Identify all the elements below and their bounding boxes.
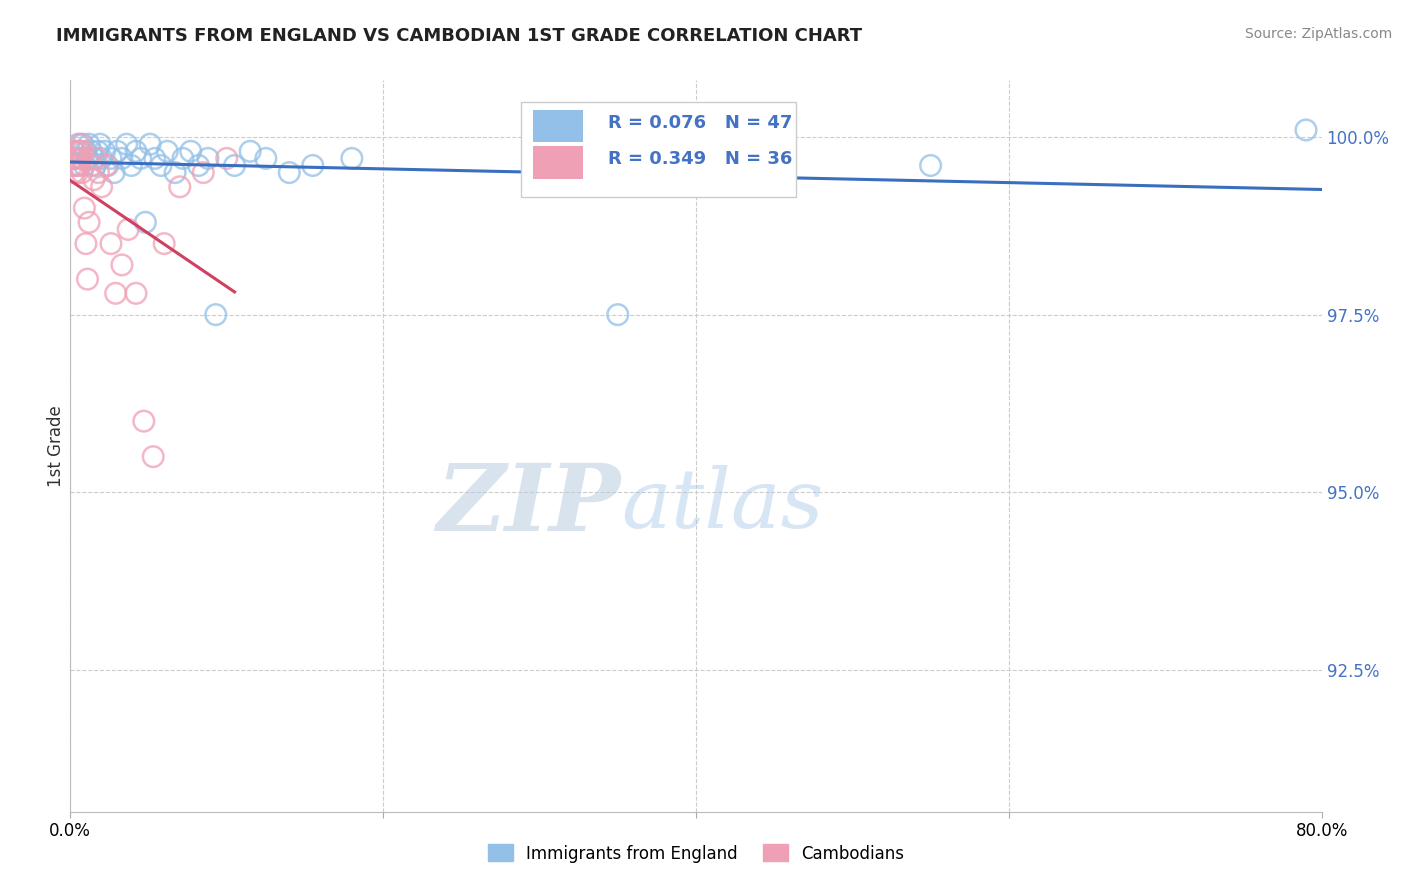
Point (84, 159, 107, 173)
Point (169, 179, 191, 194)
Point (150, 159, 173, 173)
Point (224, 159, 246, 173)
Text: R = 0.349   N = 36: R = 0.349 N = 36 (609, 150, 793, 169)
Point (340, 152, 363, 166)
Point (104, 286, 127, 301)
Point (215, 152, 238, 166)
Point (84, 152, 107, 166)
Point (63, 152, 86, 166)
Point (301, 159, 323, 173)
Text: Source: ZipAtlas.com: Source: ZipAtlas.com (1244, 27, 1392, 41)
Point (139, 137, 162, 152)
Point (73, 201, 96, 215)
Point (65, 145, 87, 159)
Text: R = 0.076   N = 47: R = 0.076 N = 47 (609, 113, 793, 132)
Point (278, 165, 301, 179)
Point (105, 145, 128, 159)
Point (70, 165, 93, 179)
Point (87, 165, 110, 179)
Point (117, 222, 139, 236)
Point (62, 152, 84, 166)
Point (80, 145, 103, 159)
Point (70, 152, 93, 166)
Point (76, 272, 98, 286)
Point (67, 137, 90, 152)
Point (132, 414, 155, 428)
Text: atlas: atlas (621, 465, 824, 544)
Point (72, 145, 94, 159)
FancyBboxPatch shape (533, 146, 583, 179)
Legend: Immigrants from England, Cambodians: Immigrants from England, Cambodians (481, 838, 911, 869)
Point (125, 286, 148, 301)
Point (69, 159, 91, 173)
Point (63, 145, 86, 159)
Point (111, 152, 134, 166)
Point (63, 145, 86, 159)
Point (204, 308, 226, 322)
Point (100, 236, 122, 251)
Point (67, 152, 90, 166)
Point (65, 159, 87, 173)
Point (197, 152, 219, 166)
Point (72, 137, 94, 152)
Point (93, 145, 115, 159)
Point (254, 152, 277, 166)
Point (180, 145, 202, 159)
Point (96, 159, 118, 173)
Point (66, 165, 89, 179)
Point (97, 159, 120, 173)
Point (920, 159, 942, 173)
Point (70, 152, 93, 166)
Point (115, 137, 138, 152)
Point (75, 145, 97, 159)
Point (62, 152, 84, 166)
Point (153, 236, 176, 251)
Point (111, 258, 134, 272)
Point (120, 159, 142, 173)
Point (239, 145, 262, 159)
Point (90, 179, 112, 194)
Point (129, 152, 152, 166)
Point (75, 236, 97, 251)
Point (142, 450, 165, 464)
Point (134, 215, 156, 229)
Point (103, 165, 125, 179)
Point (69, 137, 91, 152)
Point (606, 308, 628, 322)
Point (165, 165, 187, 179)
Y-axis label: 1st Grade: 1st Grade (48, 405, 66, 487)
Point (62, 165, 84, 179)
Point (83, 172, 105, 186)
Point (143, 152, 166, 166)
Point (156, 145, 179, 159)
Point (193, 165, 215, 179)
Point (73, 159, 96, 173)
Point (83, 152, 105, 166)
Point (76, 152, 98, 166)
Point (1295, 123, 1317, 137)
Point (65, 159, 87, 173)
FancyBboxPatch shape (533, 110, 583, 143)
Point (172, 152, 194, 166)
Point (77, 215, 100, 229)
Text: IMMIGRANTS FROM ENGLAND VS CAMBODIAN 1ST GRADE CORRELATION CHART: IMMIGRANTS FROM ENGLAND VS CAMBODIAN 1ST… (56, 27, 862, 45)
Point (125, 145, 148, 159)
Point (60, 159, 83, 173)
Point (77, 137, 100, 152)
Point (100, 152, 122, 166)
Point (187, 159, 209, 173)
Point (89, 137, 111, 152)
Point (69, 145, 91, 159)
FancyBboxPatch shape (520, 103, 796, 197)
Point (67, 145, 90, 159)
Point (86, 145, 108, 159)
Point (80, 159, 103, 173)
Text: ZIP: ZIP (437, 459, 621, 549)
Point (90, 152, 112, 166)
